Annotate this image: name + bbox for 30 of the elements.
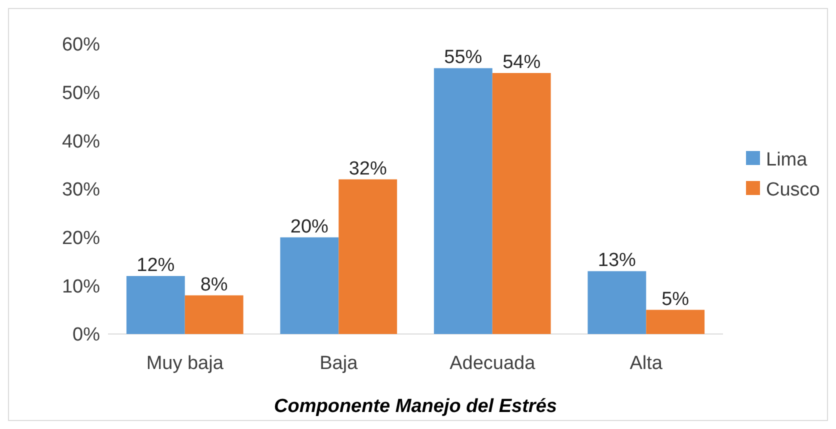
bar xyxy=(492,73,551,334)
data-label: 8% xyxy=(200,274,228,296)
data-label: 32% xyxy=(348,158,387,180)
bar xyxy=(588,271,646,334)
bar xyxy=(184,295,244,334)
x-tick-label: Adecuada xyxy=(450,353,536,374)
y-tick-label: 50% xyxy=(62,82,100,104)
legend-label: Lima xyxy=(766,150,808,171)
y-tick-label: 20% xyxy=(62,228,100,249)
data-label: 54% xyxy=(502,52,541,73)
x-axis-title: Componente Manejo del Estrés xyxy=(274,396,557,417)
data-label: 5% xyxy=(662,288,690,310)
bar xyxy=(126,276,185,334)
legend-label: Cusco xyxy=(766,180,820,201)
y-tick-label: 60% xyxy=(62,34,100,56)
y-tick-label: 0% xyxy=(72,324,100,346)
x-tick-label: Alta xyxy=(630,353,663,374)
data-label: 12% xyxy=(136,255,175,276)
data-label: 20% xyxy=(290,216,329,238)
y-tick-label: 10% xyxy=(62,276,100,298)
x-tick-label: Baja xyxy=(320,353,358,374)
bar xyxy=(434,68,492,334)
bar xyxy=(280,237,339,334)
bar xyxy=(338,179,398,334)
y-tick-label: 30% xyxy=(62,180,100,201)
bar xyxy=(646,310,705,334)
data-label: 13% xyxy=(598,250,636,272)
x-tick-label: Muy baja xyxy=(146,353,224,374)
data-label: 55% xyxy=(444,47,482,68)
y-tick-label: 40% xyxy=(62,131,100,152)
